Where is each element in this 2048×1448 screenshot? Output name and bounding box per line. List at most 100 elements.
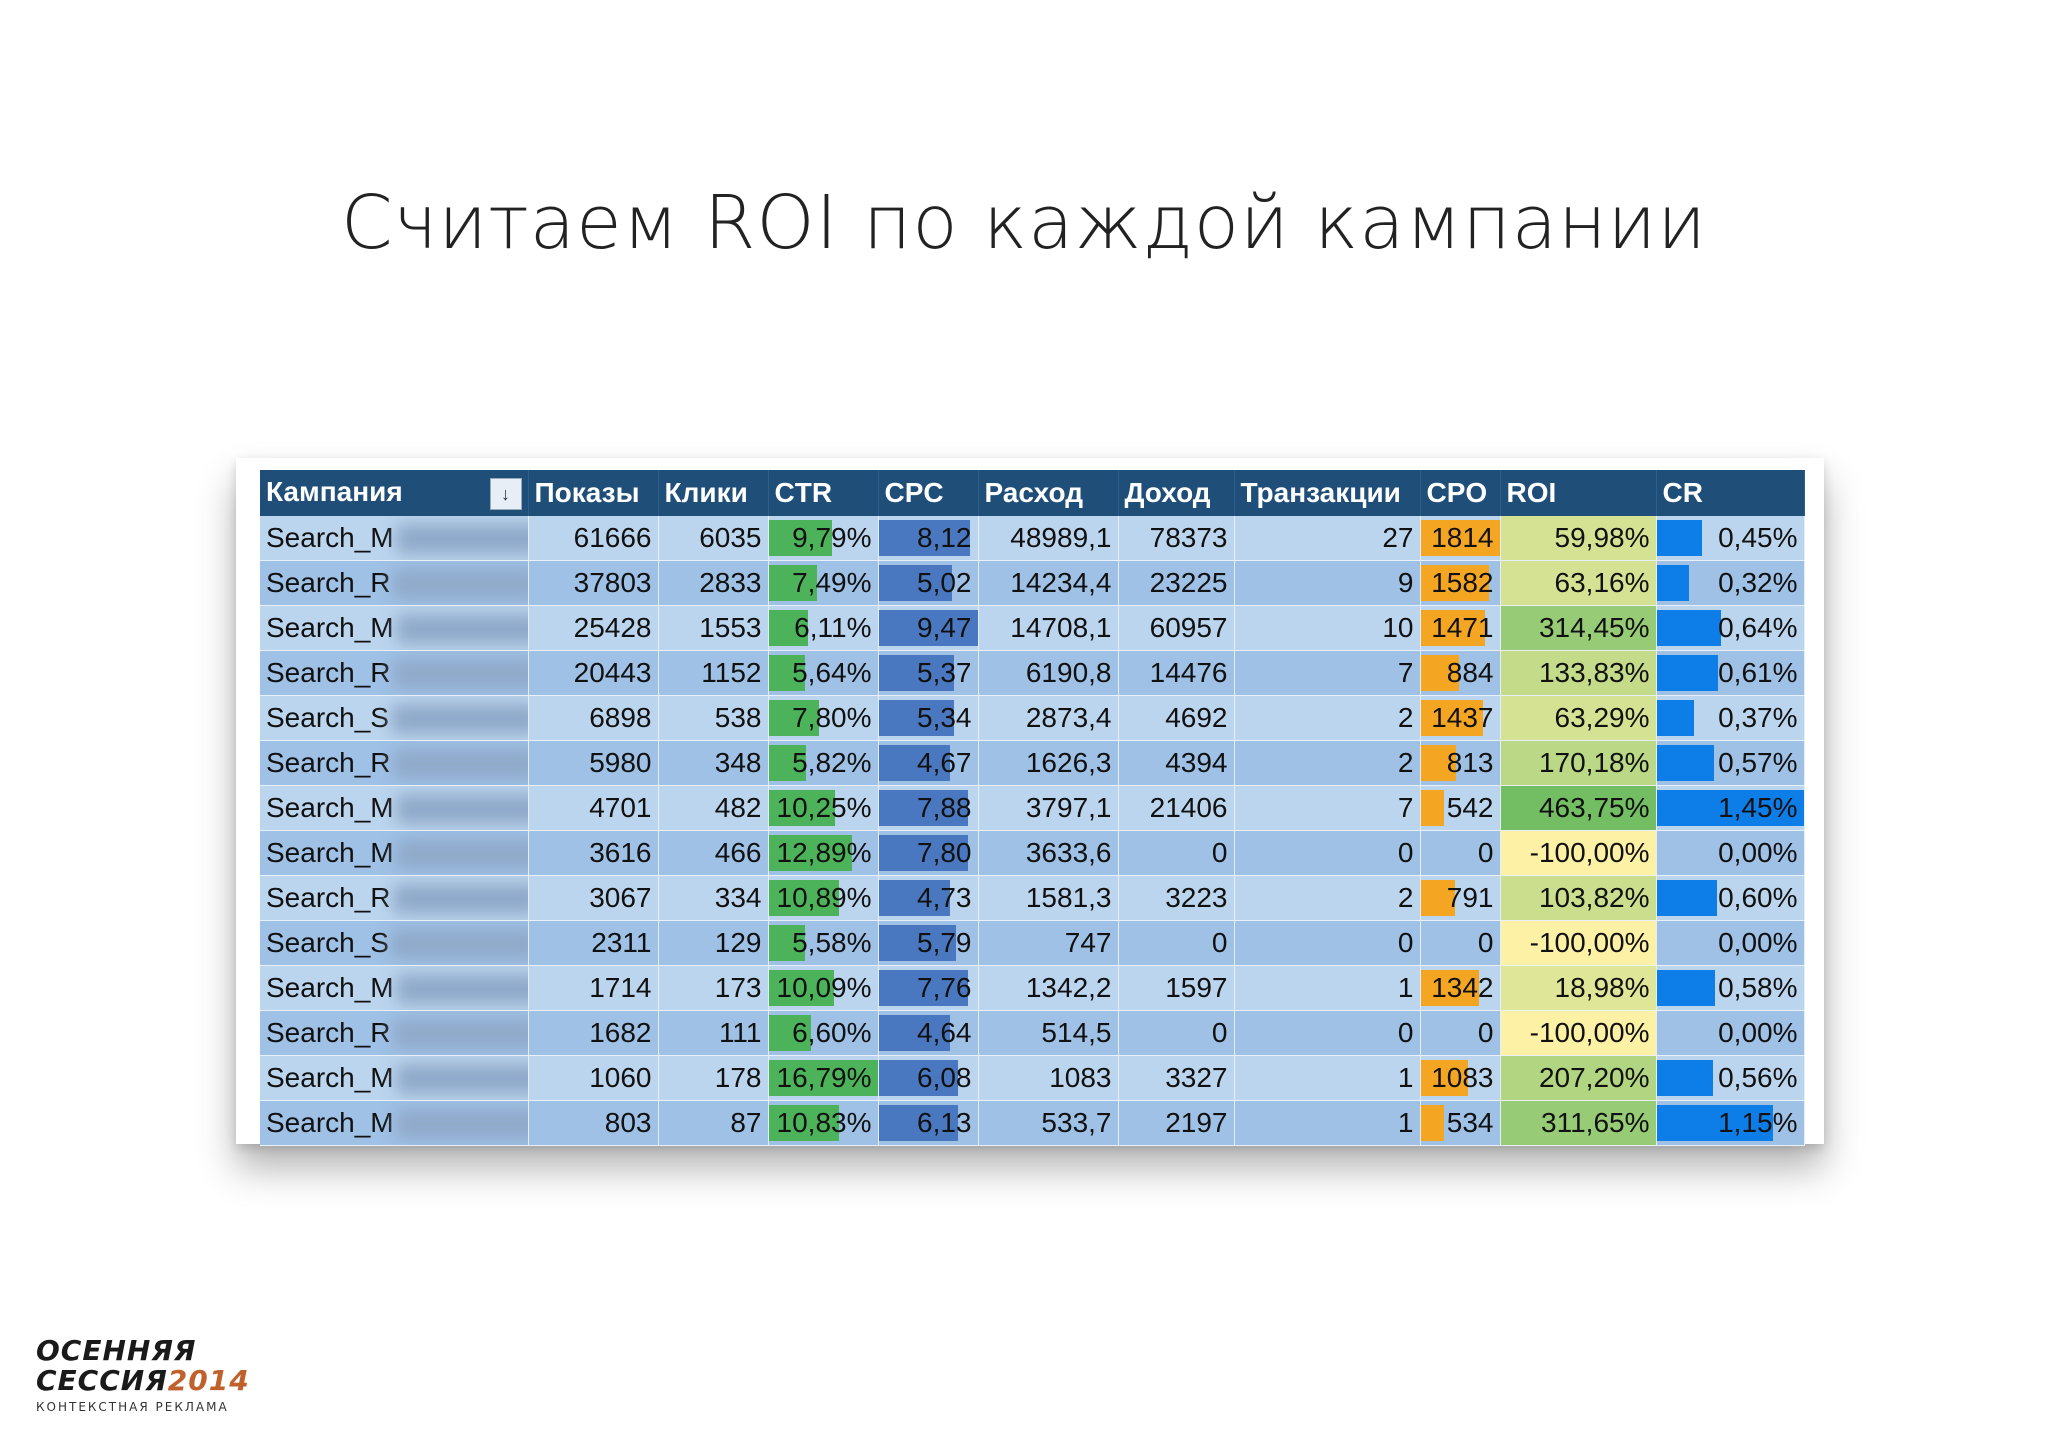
cell-roi[interactable]: 314,45%: [1500, 605, 1657, 651]
cell-campaign[interactable]: Search_M: [260, 965, 529, 1011]
cell-income[interactable]: 23225: [1118, 560, 1235, 606]
cell-spend[interactable]: 1342,2: [978, 965, 1119, 1011]
cell-cpo[interactable]: 1471: [1420, 605, 1501, 651]
cell-roi[interactable]: -100,00%: [1500, 920, 1657, 966]
cell-campaign[interactable]: Search_R: [260, 1010, 529, 1056]
cell-ctr[interactable]: 12,89%: [768, 830, 879, 876]
cell-spend[interactable]: 533,7: [978, 1100, 1119, 1146]
cell-roi[interactable]: -100,00%: [1500, 830, 1657, 876]
cell-spend[interactable]: 2873,4: [978, 695, 1119, 741]
cell-cpc[interactable]: 5,79: [878, 920, 979, 966]
cell-cr[interactable]: 0,00%: [1656, 1010, 1805, 1056]
cell-roi[interactable]: 63,16%: [1500, 560, 1657, 606]
cell-roi[interactable]: 133,83%: [1500, 650, 1657, 696]
cell-spend[interactable]: 1626,3: [978, 740, 1119, 786]
cell-cpo[interactable]: 813: [1420, 740, 1501, 786]
cell-clicks[interactable]: 111: [658, 1010, 769, 1056]
cell-transactions[interactable]: 0: [1234, 1010, 1421, 1056]
cell-income[interactable]: 0: [1118, 920, 1235, 966]
cell-clicks[interactable]: 129: [658, 920, 769, 966]
cell-cpo[interactable]: 1814: [1420, 516, 1501, 561]
cell-clicks[interactable]: 538: [658, 695, 769, 741]
cell-cr[interactable]: 0,00%: [1656, 830, 1805, 876]
cell-ctr[interactable]: 6,60%: [768, 1010, 879, 1056]
cell-income[interactable]: 78373: [1118, 516, 1235, 561]
cell-cpo[interactable]: 534: [1420, 1100, 1501, 1146]
cell-cpo[interactable]: 1582: [1420, 560, 1501, 606]
cell-campaign[interactable]: Search_R: [260, 875, 529, 921]
cell-shows[interactable]: 3616: [528, 830, 659, 876]
cell-campaign[interactable]: Search_M: [260, 785, 529, 831]
cell-transactions[interactable]: 1: [1234, 965, 1421, 1011]
cell-cr[interactable]: 0,60%: [1656, 875, 1805, 921]
cell-cr[interactable]: 0,45%: [1656, 516, 1805, 561]
cell-shows[interactable]: 61666: [528, 516, 659, 561]
cell-cpo[interactable]: 542: [1420, 785, 1501, 831]
cell-campaign[interactable]: Search_S: [260, 920, 529, 966]
cell-transactions[interactable]: 1: [1234, 1055, 1421, 1101]
cell-ctr[interactable]: 5,82%: [768, 740, 879, 786]
cell-roi[interactable]: 59,98%: [1500, 516, 1657, 561]
cell-ctr[interactable]: 16,79%: [768, 1055, 879, 1101]
cell-cr[interactable]: 1,45%: [1656, 785, 1805, 831]
cell-transactions[interactable]: 7: [1234, 785, 1421, 831]
cell-ctr[interactable]: 7,80%: [768, 695, 879, 741]
cell-ctr[interactable]: 10,83%: [768, 1100, 879, 1146]
cell-ctr[interactable]: 10,09%: [768, 965, 879, 1011]
cell-cpo[interactable]: 0: [1420, 920, 1501, 966]
cell-transactions[interactable]: 7: [1234, 650, 1421, 696]
cell-spend[interactable]: 3633,6: [978, 830, 1119, 876]
cell-transactions[interactable]: 1: [1234, 1100, 1421, 1146]
cell-ctr[interactable]: 6,11%: [768, 605, 879, 651]
cell-transactions[interactable]: 2: [1234, 740, 1421, 786]
cell-roi[interactable]: 18,98%: [1500, 965, 1657, 1011]
sort-filter-icon[interactable]: ↓: [489, 478, 522, 510]
cell-roi[interactable]: 311,65%: [1500, 1100, 1657, 1146]
cell-income[interactable]: 4394: [1118, 740, 1235, 786]
cell-spend[interactable]: 48989,1: [978, 516, 1119, 561]
cell-clicks[interactable]: 87: [658, 1100, 769, 1146]
cell-spend[interactable]: 514,5: [978, 1010, 1119, 1056]
cell-income[interactable]: 60957: [1118, 605, 1235, 651]
cell-clicks[interactable]: 2833: [658, 560, 769, 606]
cell-transactions[interactable]: 0: [1234, 830, 1421, 876]
cell-clicks[interactable]: 466: [658, 830, 769, 876]
cell-cr[interactable]: 1,15%: [1656, 1100, 1805, 1146]
cell-shows[interactable]: 37803: [528, 560, 659, 606]
cell-cpo[interactable]: 0: [1420, 1010, 1501, 1056]
cell-roi[interactable]: 103,82%: [1500, 875, 1657, 921]
cell-cpo[interactable]: 791: [1420, 875, 1501, 921]
cell-roi[interactable]: 207,20%: [1500, 1055, 1657, 1101]
cell-roi[interactable]: 170,18%: [1500, 740, 1657, 786]
cell-income[interactable]: 2197: [1118, 1100, 1235, 1146]
cell-spend[interactable]: 14708,1: [978, 605, 1119, 651]
cell-transactions[interactable]: 2: [1234, 875, 1421, 921]
cell-cr[interactable]: 0,32%: [1656, 560, 1805, 606]
cell-clicks[interactable]: 1152: [658, 650, 769, 696]
cell-cpo[interactable]: 884: [1420, 650, 1501, 696]
cell-cpc[interactable]: 9,47: [878, 605, 979, 651]
cell-shows[interactable]: 2311: [528, 920, 659, 966]
cell-spend[interactable]: 6190,8: [978, 650, 1119, 696]
cell-ctr[interactable]: 7,49%: [768, 560, 879, 606]
cell-income[interactable]: 0: [1118, 1010, 1235, 1056]
cell-cpc[interactable]: 5,34: [878, 695, 979, 741]
cell-cr[interactable]: 0,58%: [1656, 965, 1805, 1011]
cell-shows[interactable]: 25428: [528, 605, 659, 651]
cell-shows[interactable]: 5980: [528, 740, 659, 786]
cell-income[interactable]: 4692: [1118, 695, 1235, 741]
cell-income[interactable]: 0: [1118, 830, 1235, 876]
cell-roi[interactable]: -100,00%: [1500, 1010, 1657, 1056]
cell-clicks[interactable]: 482: [658, 785, 769, 831]
cell-roi[interactable]: 63,29%: [1500, 695, 1657, 741]
cell-cpc[interactable]: 6,08: [878, 1055, 979, 1101]
cell-cpc[interactable]: 4,73: [878, 875, 979, 921]
cell-clicks[interactable]: 178: [658, 1055, 769, 1101]
cell-ctr[interactable]: 10,89%: [768, 875, 879, 921]
cell-spend[interactable]: 3797,1: [978, 785, 1119, 831]
header-campaign[interactable]: Кампания ↓: [260, 470, 529, 516]
cell-campaign[interactable]: Search_R: [260, 560, 529, 606]
cell-cr[interactable]: 0,57%: [1656, 740, 1805, 786]
cell-transactions[interactable]: 9: [1234, 560, 1421, 606]
cell-spend[interactable]: 747: [978, 920, 1119, 966]
